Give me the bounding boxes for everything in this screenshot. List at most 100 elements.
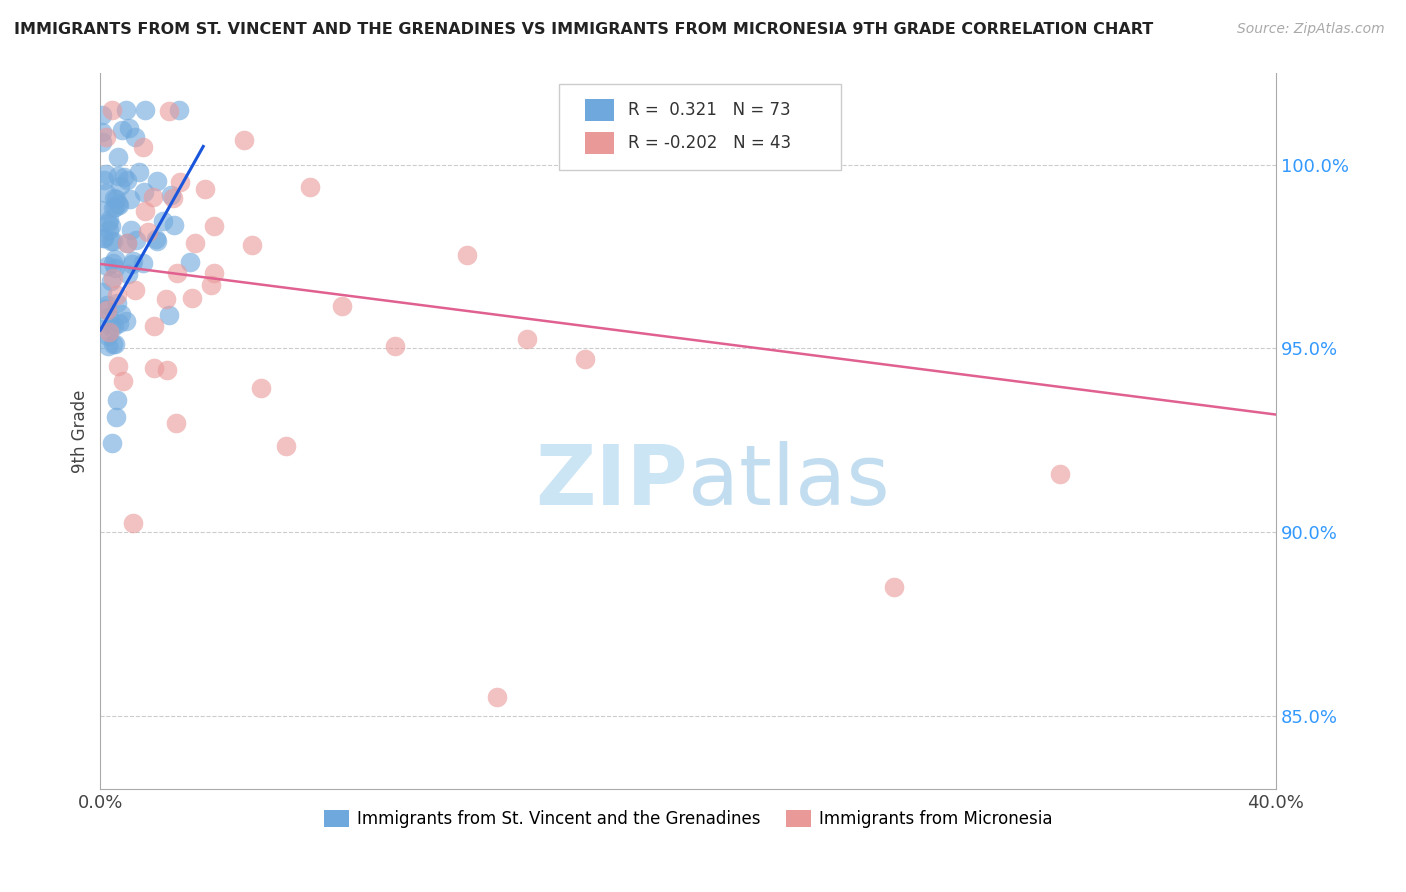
Point — [384, 338, 406, 352]
Point — [299, 179, 322, 194]
Point — [166, 266, 188, 280]
Point — [136, 225, 159, 239]
Point — [146, 174, 169, 188]
Point — [91, 285, 114, 300]
Point — [105, 296, 128, 310]
Point — [1049, 467, 1071, 481]
Point — [100, 219, 122, 233]
Point — [103, 318, 125, 333]
Point — [101, 103, 124, 117]
Point — [111, 374, 134, 388]
Point — [110, 307, 132, 321]
Point — [90, 108, 112, 122]
Point — [93, 173, 115, 187]
Point — [91, 231, 114, 245]
Point — [114, 314, 136, 328]
Point — [156, 362, 179, 376]
Point — [131, 140, 153, 154]
Point — [120, 192, 142, 206]
Point — [105, 192, 128, 206]
Point — [112, 170, 135, 185]
Point — [100, 235, 122, 249]
Text: atlas: atlas — [688, 441, 890, 522]
Point — [91, 136, 114, 150]
Point — [105, 392, 128, 407]
Point — [98, 223, 121, 237]
Point — [157, 309, 180, 323]
Point — [115, 173, 138, 187]
Point — [194, 182, 217, 196]
Point — [118, 120, 141, 135]
Point — [93, 231, 115, 245]
Point — [145, 232, 167, 246]
Point — [134, 103, 156, 117]
Point — [162, 218, 184, 232]
Point — [456, 248, 478, 262]
Point — [117, 235, 139, 250]
Point — [160, 187, 183, 202]
Point — [117, 235, 139, 250]
Point — [94, 168, 117, 182]
Point — [103, 256, 125, 270]
Point — [125, 233, 148, 247]
Point — [202, 266, 225, 280]
Point — [98, 310, 121, 324]
Y-axis label: 9th Grade: 9th Grade — [72, 390, 89, 473]
Point — [94, 186, 117, 200]
FancyBboxPatch shape — [558, 84, 841, 169]
Point — [120, 222, 142, 236]
Point — [100, 436, 122, 450]
Point — [103, 191, 125, 205]
Point — [100, 320, 122, 334]
Point — [104, 200, 127, 214]
Bar — [585, 132, 614, 154]
Point — [167, 103, 190, 117]
Point — [157, 103, 180, 118]
Point — [330, 299, 353, 313]
Point — [155, 293, 177, 307]
Point — [152, 214, 174, 228]
Point — [179, 255, 201, 269]
Point — [143, 361, 166, 376]
Point — [240, 238, 263, 252]
Point — [97, 339, 120, 353]
Text: IMMIGRANTS FROM ST. VINCENT AND THE GRENADINES VS IMMIGRANTS FROM MICRONESIA 9TH: IMMIGRANTS FROM ST. VINCENT AND THE GREN… — [14, 22, 1153, 37]
Legend: Immigrants from St. Vincent and the Grenadines, Immigrants from Micronesia: Immigrants from St. Vincent and the Gren… — [318, 803, 1059, 835]
Point — [486, 690, 509, 705]
Point — [96, 298, 118, 312]
Bar — [585, 100, 614, 121]
Point — [142, 190, 165, 204]
Point — [97, 328, 120, 343]
Point — [883, 580, 905, 594]
Point — [107, 151, 129, 165]
Text: Source: ZipAtlas.com: Source: ZipAtlas.com — [1237, 22, 1385, 37]
Point — [111, 122, 134, 136]
Point — [128, 165, 150, 179]
Point — [108, 197, 131, 211]
Point — [574, 352, 596, 367]
Point — [276, 439, 298, 453]
Point — [183, 236, 205, 251]
Point — [145, 234, 167, 248]
Point — [117, 267, 139, 281]
Point — [107, 169, 129, 183]
Point — [107, 197, 129, 211]
Point — [89, 321, 111, 335]
Point — [107, 316, 129, 330]
Point — [165, 417, 187, 431]
Point — [200, 278, 222, 293]
Point — [107, 359, 129, 374]
Point — [132, 185, 155, 199]
Point — [103, 261, 125, 276]
Point — [115, 103, 138, 117]
Point — [169, 175, 191, 189]
Point — [96, 259, 118, 273]
Point — [132, 256, 155, 270]
Point — [96, 302, 118, 317]
Point — [162, 191, 184, 205]
Point — [122, 254, 145, 268]
Point — [103, 337, 125, 351]
Point — [105, 288, 128, 302]
Point — [104, 336, 127, 351]
Text: ZIP: ZIP — [536, 441, 688, 522]
